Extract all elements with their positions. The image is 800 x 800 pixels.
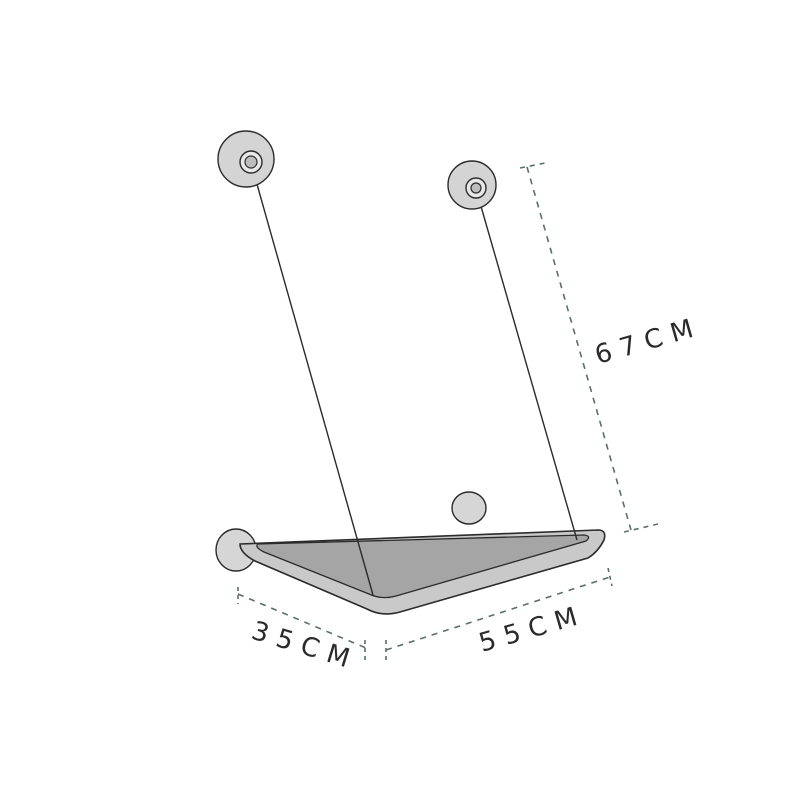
width-label: 55CM xyxy=(476,600,590,659)
depth-dimension xyxy=(237,587,367,660)
cable-right xyxy=(475,188,578,541)
width-dimension xyxy=(385,567,613,660)
suction-cup-back-bottom xyxy=(451,491,487,525)
height-label: 67CM xyxy=(592,312,706,371)
hammock-bed xyxy=(239,529,606,615)
suction-cup-top-right xyxy=(447,160,497,210)
height-dimension xyxy=(519,162,659,533)
cable-left xyxy=(250,162,374,596)
depth-label: 35CM xyxy=(248,616,362,677)
suction-cup-top-left xyxy=(217,130,275,188)
bed-cushion xyxy=(256,534,590,599)
